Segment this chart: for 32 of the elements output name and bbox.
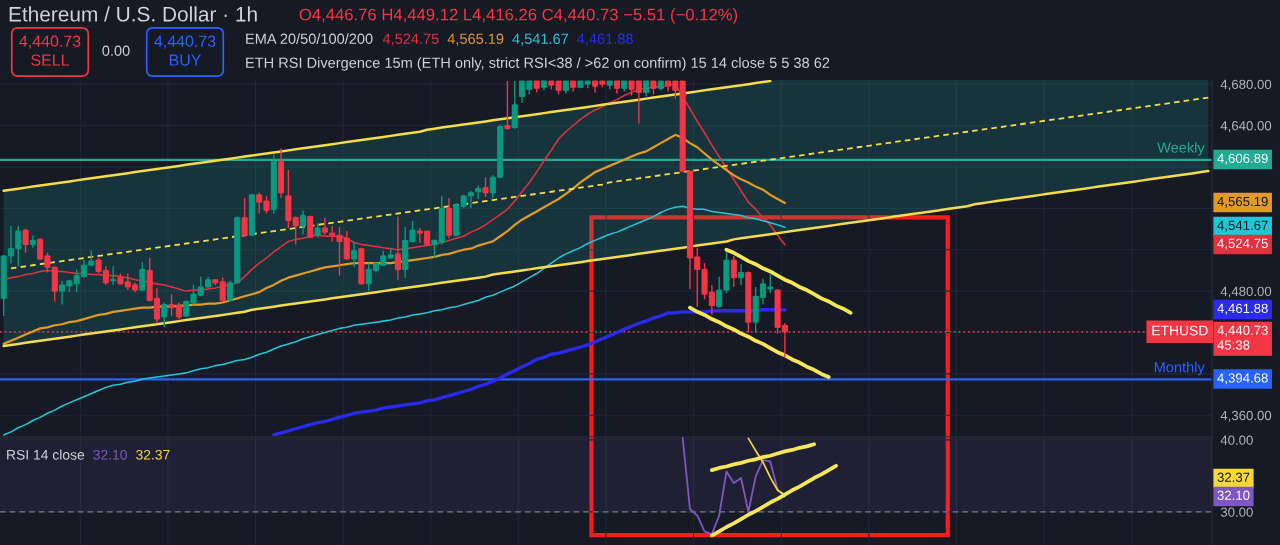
ref-line-label: Monthly	[1154, 361, 1205, 376]
text: 4,541.67	[512, 33, 569, 46]
y-tick-label: 4,640.00	[1220, 121, 1272, 132]
text: 0.00	[102, 45, 130, 56]
text: 32.10	[1217, 490, 1250, 500]
ref-line-label: Weekly	[1157, 142, 1205, 156]
text: 4,524.75	[1217, 238, 1268, 250]
text: 4,461.88	[577, 33, 633, 46]
text: 4,461.88	[1217, 303, 1268, 315]
text: 4,394.68	[1217, 373, 1268, 385]
text: 4,524.75	[382, 33, 439, 46]
chart-subtitle: O4,446.76 H4,449.12 L4,416.26 C4,440.73 −5.51 (−0.12%)	[299, 8, 738, 24]
text: 4,541.67	[1217, 220, 1268, 232]
annotation: 32.37	[136, 449, 170, 460]
text: 32.37	[1217, 472, 1250, 482]
text: 4,565.19	[1217, 196, 1268, 208]
text: 4,440.73 45:38	[1217, 325, 1268, 350]
text: ETH RSI Divergence 15m (ETH only, strict RSI<38 / >62 on confirm) 15 14 close 5 5 38 62	[246, 57, 830, 71]
y-tick-label: 4,360.00	[1220, 410, 1272, 422]
annotation: 32.10	[93, 449, 127, 460]
y-tick-label: 40.00	[1220, 435, 1253, 445]
chart-title: Ethereum / U.S. Dollar · 1h	[9, 6, 257, 22]
y-tick-label: 30.00	[1220, 507, 1253, 517]
text: 4,565.19	[447, 33, 504, 46]
y-tick-label: 4,680.00	[1220, 79, 1272, 91]
annotation: RSI 14 close	[7, 449, 85, 460]
text: 4,606.89	[1217, 153, 1268, 165]
y-tick-label: 4,480.00	[1220, 286, 1272, 298]
text: 4,440.73 SELL	[19, 35, 81, 66]
ref-line-label: ETHUSD	[1152, 325, 1208, 336]
text: 4,440.73 BUY	[154, 35, 216, 66]
text: EMA 20/50/100/200	[246, 33, 373, 44]
